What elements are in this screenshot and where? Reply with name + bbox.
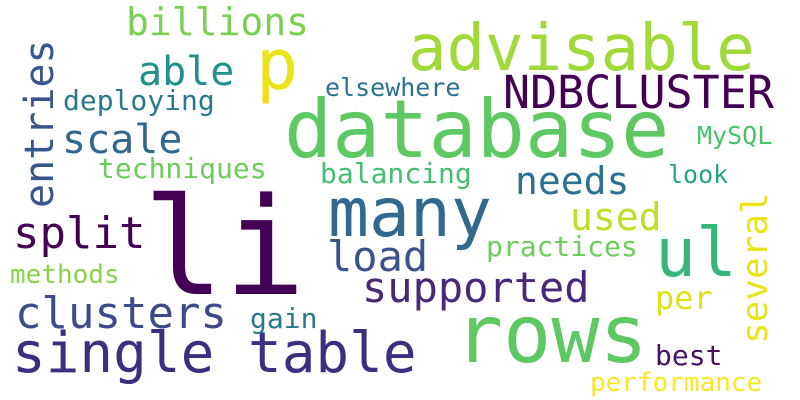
word-performance: performance [590,368,763,398]
word-look: look [668,160,729,189]
word-needs: needs [515,159,630,203]
word-methods: methods [10,260,120,290]
word-p: p [256,24,299,106]
word-supported: supported [362,263,590,312]
word-deploying: deploying [63,84,215,117]
word-ndbcluster: NDBCLUSTER [503,66,774,119]
word-used: used [570,195,662,239]
word-practices: practices [486,230,638,263]
word-mysql: MySQL [697,121,773,150]
word-advisable: advisable [408,12,755,86]
word-billions: billions [126,0,310,44]
word-gain: gain [250,302,318,335]
word-split: split [13,208,146,259]
word-many: many [328,174,492,253]
word-elsewhere: elsewhere [325,73,461,102]
word-able: able [138,49,235,95]
word-entries: entries [17,39,63,208]
word-single-table: single table [12,321,417,386]
word-best: best [655,339,723,372]
word-scale: scale [62,117,183,163]
word-clusters: clusters [15,288,227,339]
word-load: load [327,232,429,281]
word-li: li [143,169,306,326]
word-database: database [284,83,670,176]
word-ul: ul [655,214,737,293]
word-balancing: balancing [320,157,472,190]
word-per: per [655,279,713,317]
word-techniques: techniques [98,152,267,185]
word-several: several [735,192,776,344]
word-rows: rows [455,288,648,381]
